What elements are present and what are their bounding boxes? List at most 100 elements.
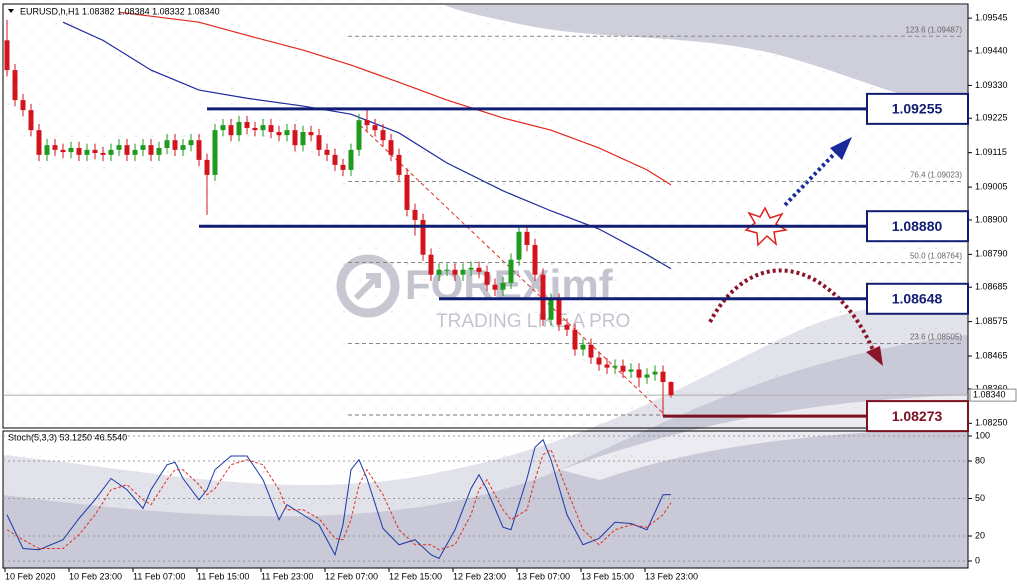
x-tick-label: 13 Feb 07:00 — [517, 571, 570, 581]
y-tick-label: 1.08465 — [975, 350, 1008, 360]
candle-body — [452, 269, 458, 275]
y-tick-label: 1.08900 — [975, 214, 1008, 224]
y-tick-label: 1.08250 — [975, 418, 1008, 428]
candle-body — [396, 154, 402, 175]
x-tick-label: 11 Feb 07:00 — [133, 571, 185, 581]
candle-body — [172, 140, 178, 150]
fib-label: 123.6 (1.09487) — [906, 25, 963, 34]
candle-body — [428, 254, 434, 275]
candle-body — [420, 219, 426, 255]
y-tick-label: 1.09330 — [975, 80, 1008, 90]
candle-body — [300, 132, 306, 146]
candle-body — [52, 145, 58, 150]
main-title: EURUSD,h,H1 1.08382 1.08384 1.08332 1.08… — [20, 6, 220, 16]
candle-body — [532, 244, 538, 275]
candle-body — [116, 145, 122, 150]
candle-body — [644, 374, 650, 378]
candle-body — [92, 149, 98, 153]
y-tick-label: 1.09115 — [975, 147, 1007, 157]
fib-label: 50.0 (1.08764) — [910, 252, 962, 261]
candle-body — [156, 147, 162, 155]
candle-body — [356, 120, 362, 150]
candle-body — [628, 369, 634, 372]
stoch-title: Stoch(5,3,3) 53.1250 46.5540 — [8, 432, 127, 442]
y-tick-label: 1.09005 — [975, 181, 1008, 191]
candle-body — [636, 369, 642, 378]
y-tick-label: 1.08685 — [975, 282, 1008, 292]
candle-body — [476, 267, 482, 272]
candle-body — [372, 125, 378, 131]
candle-body — [228, 125, 234, 136]
candle-body — [180, 145, 186, 150]
candle-body — [660, 371, 666, 383]
candle-body — [204, 159, 210, 175]
x-tick-label: 11 Feb 23:00 — [261, 571, 313, 581]
candle-body — [292, 130, 298, 146]
candle-body — [436, 269, 442, 275]
level-box — [866, 282, 969, 315]
level-box — [866, 92, 969, 125]
candle-body — [212, 130, 218, 175]
y-tick-label: 0 — [975, 555, 980, 565]
candle-body — [276, 132, 282, 136]
candle-body — [140, 145, 146, 150]
candle-body — [196, 140, 202, 160]
candle-body — [308, 132, 314, 136]
candle-body — [148, 145, 154, 155]
candle-body — [612, 365, 618, 368]
candle-body — [668, 382, 674, 396]
candle-body — [12, 70, 18, 101]
level-label: 1.08273 — [892, 408, 943, 424]
candle-body — [340, 164, 346, 170]
y-tick-label: 1.09440 — [975, 45, 1008, 55]
level-label: 1.08880 — [892, 218, 943, 234]
last-price-label: 1.08340 — [973, 390, 1006, 400]
candle-body — [548, 299, 554, 320]
stoch-line — [6, 438, 672, 560]
moving-average — [118, 11, 672, 186]
candle-body — [540, 274, 546, 320]
candle-body — [524, 231, 530, 245]
candle-body — [28, 110, 34, 131]
candle-body — [124, 145, 130, 155]
candle-body — [4, 40, 10, 71]
candle-body — [508, 259, 514, 283]
candle-body — [236, 122, 242, 136]
candle-body — [36, 130, 42, 155]
candle-body — [468, 267, 474, 270]
y-tick-label: 1.09225 — [975, 113, 1008, 123]
candle-body — [260, 125, 266, 131]
candle-body — [596, 357, 602, 365]
candle-body — [380, 130, 386, 141]
data-layer: 10 Feb 2020 10 Feb 23:00 11 Feb 07:00 11 Fe… — [3, 11, 1017, 581]
x-tick-label: 10 Feb 23:00 — [69, 571, 122, 581]
candle-body — [412, 209, 418, 220]
menu-triangle — [8, 9, 14, 13]
x-tick-label: 13 Feb 15:00 — [581, 571, 634, 581]
y-tick-label: 1.08575 — [975, 316, 1008, 326]
candle-body — [604, 364, 610, 368]
candle-body — [68, 147, 74, 153]
x-tick-label: 12 Feb 15:00 — [389, 571, 442, 581]
candle-body — [132, 149, 138, 155]
candle-body — [404, 174, 410, 210]
candle-body — [444, 269, 450, 271]
candle-body — [164, 140, 170, 148]
y-tick-label: 1.08790 — [975, 249, 1008, 259]
candle-body — [348, 149, 354, 170]
candle-body — [220, 125, 226, 131]
candle-body — [268, 125, 274, 133]
x-tick-label: 10 Feb 2020 — [5, 571, 56, 581]
level-label: 1.08648 — [892, 290, 943, 306]
candle-body — [100, 152, 106, 155]
y-tick-label: 50 — [975, 493, 985, 503]
candle-body — [108, 149, 114, 155]
last-price-box — [969, 388, 1017, 402]
candle-body — [564, 324, 570, 330]
candle-body — [60, 149, 66, 153]
level-box — [866, 210, 969, 243]
candle-body — [324, 149, 330, 155]
candle-body — [252, 127, 258, 131]
candle-body — [316, 135, 322, 150]
